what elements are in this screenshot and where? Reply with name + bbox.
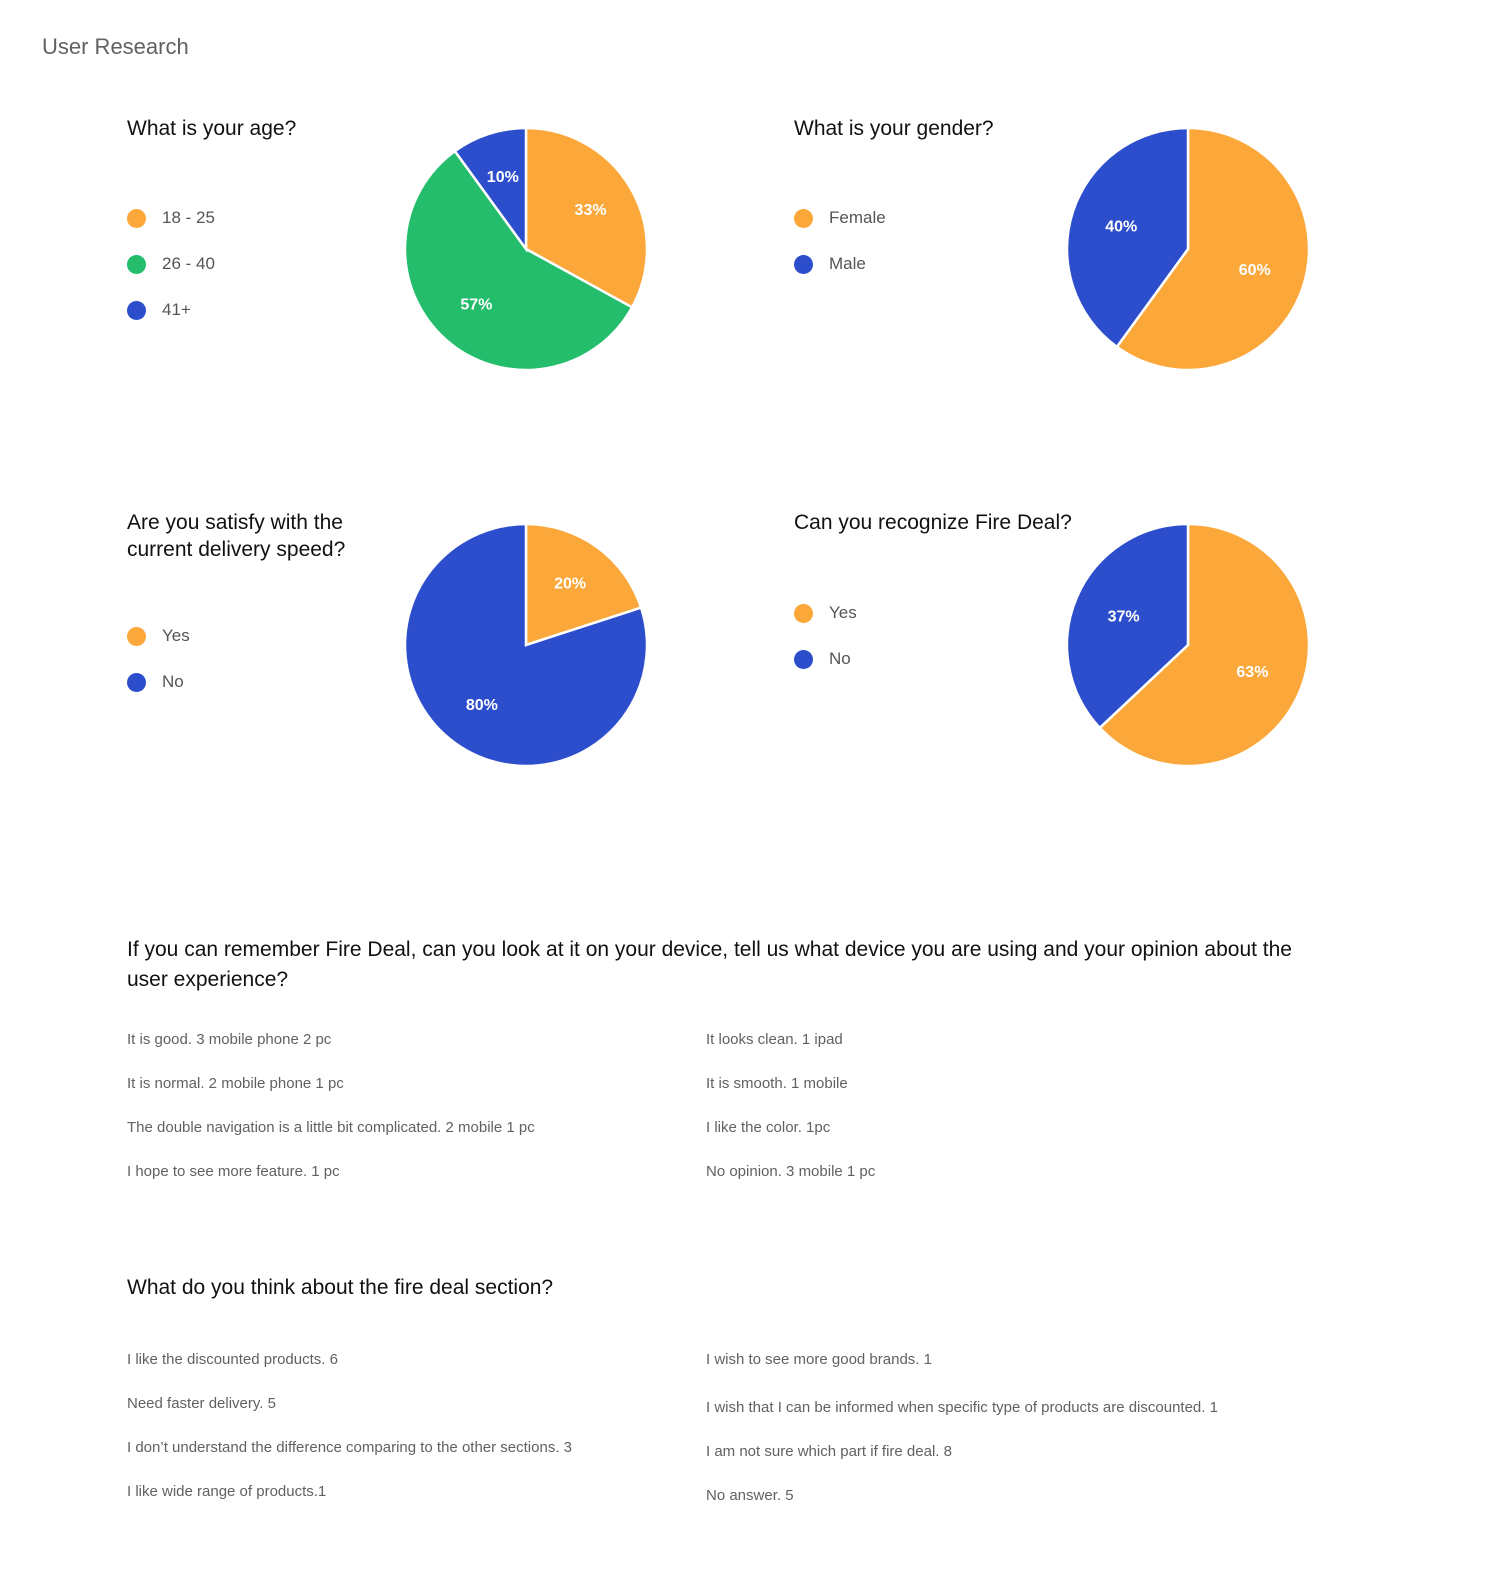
legend-item: Male [794,241,1024,287]
pie-slice-no [403,522,649,768]
pie-data-label: 37% [1108,608,1140,625]
fire-deal-question: What do you think about the fire deal se… [127,1276,554,1299]
pie-slice-41 [453,126,528,253]
answer-item: It is good. 3 mobile phone 2 pc [127,1031,332,1048]
legend-item: 26 - 40 [127,241,357,287]
pie-data-label: 40% [1105,219,1137,236]
legend-item: Female [794,195,1024,241]
answer-item: No answer. 5 [706,1487,794,1504]
legend-label: No [162,672,184,691]
pie-slice-yes [524,522,643,647]
pie-data-label: 10% [487,169,519,186]
answer-item: I wish that I can be informed when speci… [706,1399,1218,1416]
legend-label: No [829,649,851,668]
legend-label: 18 - 25 [162,208,215,227]
pie-data-label: 33% [575,202,607,219]
legend-label: Yes [162,626,190,645]
answer-item: I don’t understand the difference compar… [127,1439,573,1456]
answer-item: I hope to see more feature. 1 pc [127,1163,340,1180]
gender-legend: Female Male [794,195,1024,287]
legend-label: 41+ [162,300,191,319]
legend-dot-icon [127,254,146,274]
pie-slice-female [1115,126,1311,372]
pie-data-label: 60% [1239,262,1271,279]
delivery-legend: Yes No [127,613,357,705]
legend-item: Yes [794,590,1024,636]
answer-item: I wish to see more good brands. 1 [706,1351,932,1368]
answer-item: I am not sure which part if fire deal. 8 [706,1443,952,1460]
answer-item: I like the color. 1pc [706,1119,831,1136]
answer-item: I like the discounted products. 6 [127,1351,338,1368]
pie-slice-26-40 [403,149,634,372]
legend-dot-icon [794,649,813,669]
pie-slice-yes [1098,522,1311,768]
legend-dot-icon [794,208,813,228]
pie-data-label: 63% [1236,664,1268,681]
legend-dot-icon [127,672,146,692]
legend-label: Yes [829,603,857,622]
pie-slice-no [1065,522,1190,730]
age-legend: 18 - 25 26 - 40 41+ [127,195,357,333]
legend-item: Yes [127,613,357,659]
legend-item: No [794,636,1024,682]
page-title: User Research [42,34,189,59]
recognize-legend: Yes No [794,590,1024,682]
answer-item: It is normal. 2 mobile phone 1 pc [127,1075,344,1092]
pie-data-label: 80% [466,697,498,714]
legend-label: Female [829,208,886,227]
answer-item: The double navigation is a little bit co… [127,1119,535,1136]
legend-dot-icon [127,626,146,646]
answer-item: I like wide range of products.1 [127,1483,327,1500]
fire-deal-answers-right: I wish to see more good brands. 1 I wish… [706,1351,1326,1531]
legend-item: 18 - 25 [127,195,357,241]
device-question: If you can remember Fire Deal, can you l… [127,938,1292,991]
legend-dot-icon [794,603,813,623]
legend-item: 41+ [127,287,357,333]
fire-deal-answers-left: I like the discounted products. 6 Need f… [127,1351,687,1527]
answer-item: It looks clean. 1 ipad [706,1031,843,1048]
pie-slice-male [1065,126,1190,349]
pie-data-label: 20% [554,576,586,593]
recognize-question: Can you recognize Fire Deal? [794,511,1072,534]
delivery-question: Are you satisfy with the current deliver… [127,511,346,561]
device-answers-left: It is good. 3 mobile phone 2 pc It is no… [127,1031,687,1207]
device-answers-right: It looks clean. 1 ipad It is smooth. 1 m… [706,1031,1266,1207]
legend-dot-icon [127,208,146,228]
answer-item: It is smooth. 1 mobile [706,1075,848,1092]
pie-slice-18-25 [524,126,649,309]
pie-data-label: 57% [460,296,492,313]
legend-label: 26 - 40 [162,254,215,273]
gender-question: What is your gender? [794,117,994,140]
legend-dot-icon [127,300,146,320]
answer-item: No opinion. 3 mobile 1 pc [706,1163,876,1180]
legend-dot-icon [794,254,813,274]
answer-item: Need faster delivery. 5 [127,1395,276,1412]
age-question: What is your age? [127,117,297,140]
legend-label: Male [829,254,866,273]
legend-item: No [127,659,357,705]
